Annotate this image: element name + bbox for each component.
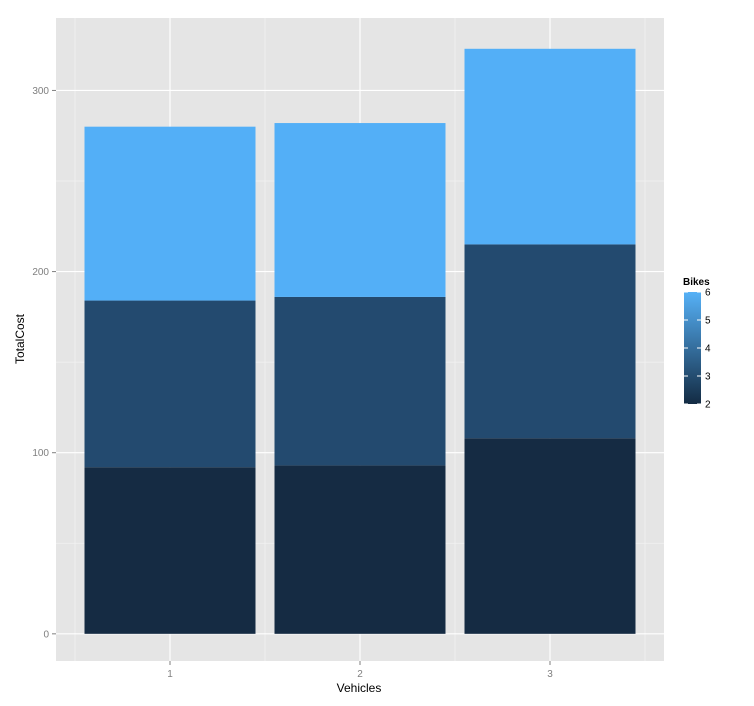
y-tick-label: 100 <box>32 448 49 459</box>
legend-label: 3 <box>705 372 711 383</box>
legend-title: Bikes <box>683 277 710 288</box>
legend-colorbar <box>684 292 701 404</box>
y-tick-label: 200 <box>32 267 49 278</box>
bar-segment-1-2 <box>84 300 256 468</box>
legend-label: 2 <box>705 400 711 411</box>
bar-segment-2-2 <box>274 296 446 466</box>
bar-segment-2-1 <box>274 465 446 634</box>
bar-segment-3-2 <box>464 244 636 439</box>
y-tick-label: 0 <box>43 629 49 640</box>
bar-segment-2-3 <box>274 123 446 297</box>
bar-segment-1-3 <box>84 126 256 301</box>
bar-segment-3-3 <box>464 48 636 245</box>
legend-label: 4 <box>705 344 711 355</box>
legend: Bikes 6 5 4 3 2 <box>683 277 711 411</box>
x-tick-label: 3 <box>547 669 553 680</box>
bar-segment-1-1 <box>84 467 256 634</box>
bar-segment-3-1 <box>464 438 636 634</box>
x-tick-label: 2 <box>357 669 363 680</box>
x-tick-label: 1 <box>167 669 173 680</box>
legend-label: 5 <box>705 316 711 327</box>
y-tick-label: 300 <box>32 86 49 97</box>
x-axis-title: Vehicles <box>337 681 382 695</box>
y-axis-title: TotalCost <box>13 313 27 364</box>
legend-label: 6 <box>705 288 711 299</box>
